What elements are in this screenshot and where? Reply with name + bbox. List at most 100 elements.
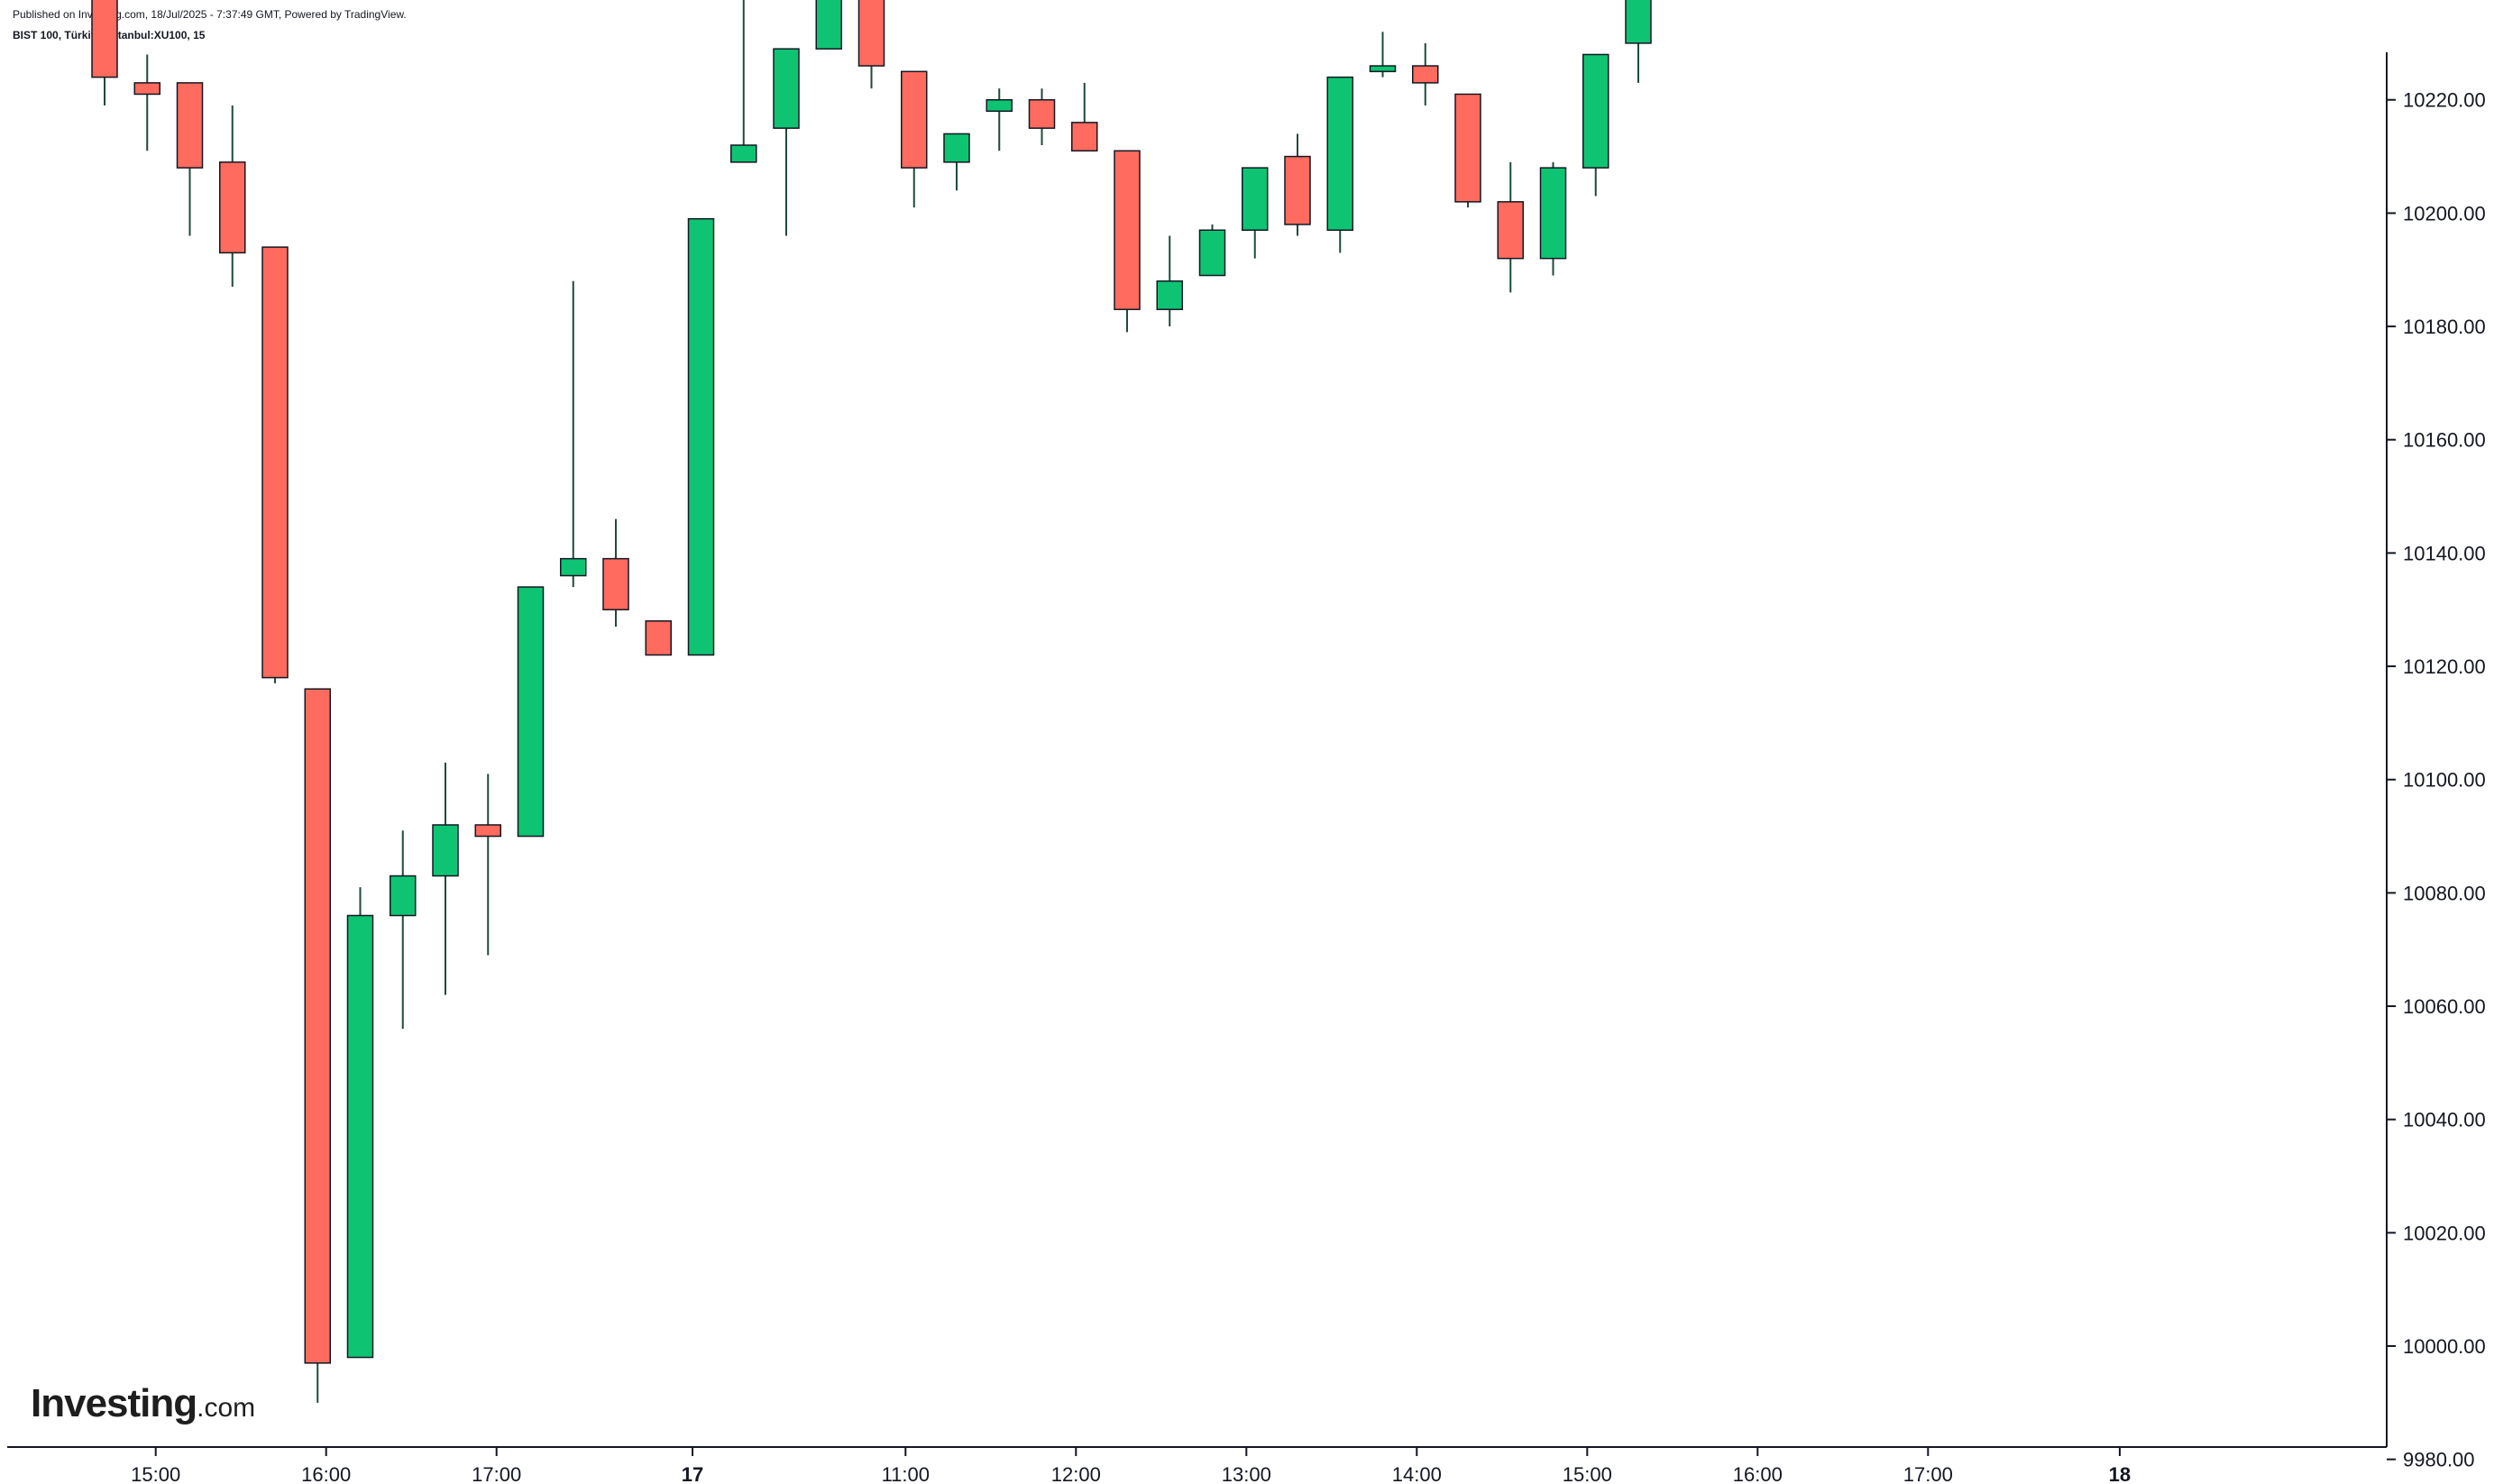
candle-body-down xyxy=(1071,122,1098,152)
candle-body-up xyxy=(1625,0,1652,44)
candle-body-up xyxy=(773,48,800,129)
candle-body-down xyxy=(1114,150,1141,310)
candle-body-up xyxy=(815,0,842,50)
y-tick-label: 10180.00 xyxy=(2403,316,2486,338)
candles-layer xyxy=(91,0,1652,1403)
y-tick-label: 10100.00 xyxy=(2403,769,2486,792)
candle xyxy=(943,133,970,191)
logo-tld: .com xyxy=(197,1393,256,1423)
candle xyxy=(390,830,417,1030)
investing-logo: Investing.com xyxy=(31,1381,255,1426)
candle-body-down xyxy=(304,688,331,1364)
candle-body-up xyxy=(1539,167,1567,260)
y-tick-label: 10160.00 xyxy=(2403,429,2486,452)
candle xyxy=(1412,42,1439,106)
x-tick-label: 18 xyxy=(2109,1463,2131,1484)
candle xyxy=(346,887,374,1359)
candle-body-up xyxy=(390,875,417,917)
x-tick-label: 15:00 xyxy=(1563,1463,1612,1484)
x-tick-label: 16:00 xyxy=(301,1463,351,1484)
candle xyxy=(1071,82,1098,152)
x-tick-label: 11:00 xyxy=(882,1463,930,1484)
x-tick-label: 17:00 xyxy=(1903,1463,1953,1484)
candle-body-up xyxy=(1198,229,1226,277)
candle xyxy=(133,54,160,151)
x-tick-label: 17:00 xyxy=(472,1463,521,1484)
candle xyxy=(261,246,289,683)
candle xyxy=(517,586,545,838)
candle-body-up xyxy=(517,586,545,838)
candle-body-up xyxy=(1582,53,1609,169)
candle xyxy=(1582,53,1609,197)
candle xyxy=(474,774,501,956)
y-tick-label: 10220.00 xyxy=(2403,89,2486,112)
candle xyxy=(815,0,842,50)
candle xyxy=(432,762,459,995)
candle-body-down xyxy=(261,246,289,679)
x-tick-label: 13:00 xyxy=(1222,1463,1271,1484)
candle xyxy=(1497,161,1524,293)
candle xyxy=(1369,32,1397,78)
y-tick-label: 10080.00 xyxy=(2403,882,2486,904)
candle-body-up xyxy=(1156,280,1183,310)
candle xyxy=(304,688,331,1403)
candle-body-down xyxy=(602,557,629,610)
candle xyxy=(1284,133,1311,236)
x-tick-label: 14:00 xyxy=(1392,1463,1442,1484)
candle xyxy=(602,518,629,627)
candle xyxy=(986,88,1013,151)
y-tick-label: 10140.00 xyxy=(2403,542,2486,564)
candle xyxy=(1028,88,1056,146)
x-tick-label: 17 xyxy=(682,1463,703,1484)
candle-body-down xyxy=(901,70,928,169)
y-tick-label: 10040.00 xyxy=(2403,1109,2486,1131)
candle xyxy=(560,280,587,588)
y-tick-label: 10200.00 xyxy=(2403,202,2486,224)
candle-body-down xyxy=(1497,201,1524,260)
y-tick-label: 9980.00 xyxy=(2403,1449,2475,1471)
candle-body-up xyxy=(1242,167,1269,231)
candle xyxy=(1539,161,1567,276)
candle xyxy=(773,48,800,236)
candle-body-down xyxy=(1284,155,1311,225)
candle xyxy=(1114,150,1141,333)
candle-body-down xyxy=(1454,93,1481,203)
y-tick-label: 10120.00 xyxy=(2403,655,2486,678)
candle-body-up xyxy=(986,98,1013,113)
x-tick-label: 12:00 xyxy=(1051,1463,1101,1484)
candle-body-up xyxy=(730,144,757,163)
candle xyxy=(1326,76,1353,253)
candle-body-down xyxy=(474,824,501,838)
candle-body-down xyxy=(1028,98,1056,129)
candle xyxy=(1242,167,1269,259)
candle-body-up xyxy=(560,557,587,577)
candle-body-down xyxy=(857,0,885,67)
candle-body-up xyxy=(1326,76,1353,231)
candle-body-down xyxy=(176,82,204,169)
x-tick-label: 16:00 xyxy=(1733,1463,1783,1484)
candle xyxy=(1454,93,1481,208)
candle xyxy=(1156,235,1183,327)
candle xyxy=(1625,0,1652,83)
candle xyxy=(1198,224,1226,277)
axes-layer: 9980.00 10000.00 10020.00 10040.00 10060.00 1… xyxy=(7,52,2486,1484)
candle-body-down xyxy=(645,620,672,656)
candle xyxy=(730,0,757,163)
candle-body-down xyxy=(91,0,118,78)
x-tick-label: 15:00 xyxy=(131,1463,180,1484)
candle-body-up xyxy=(687,217,715,656)
candle xyxy=(857,0,885,89)
candle xyxy=(91,0,118,106)
y-tick-label: 10000.00 xyxy=(2403,1335,2486,1358)
candle xyxy=(645,620,672,656)
candle xyxy=(901,70,928,208)
candle-body-down xyxy=(219,161,246,254)
candle xyxy=(219,105,246,288)
candle-body-down xyxy=(133,82,160,96)
candle-body-up xyxy=(432,824,459,877)
y-tick-label: 10060.00 xyxy=(2403,995,2486,1018)
candle-body-up xyxy=(1369,65,1397,73)
logo-brand: Investing xyxy=(31,1381,197,1425)
candle-body-up xyxy=(346,914,374,1359)
